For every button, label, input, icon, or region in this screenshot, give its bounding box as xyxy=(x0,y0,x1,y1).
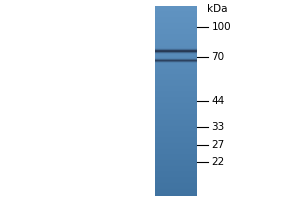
Text: 22: 22 xyxy=(212,157,225,167)
Text: 33: 33 xyxy=(212,122,225,132)
Text: 100: 100 xyxy=(212,22,231,32)
Text: 70: 70 xyxy=(212,52,225,62)
Text: kDa: kDa xyxy=(207,4,227,14)
Text: 44: 44 xyxy=(212,96,225,106)
Text: 27: 27 xyxy=(212,140,225,150)
